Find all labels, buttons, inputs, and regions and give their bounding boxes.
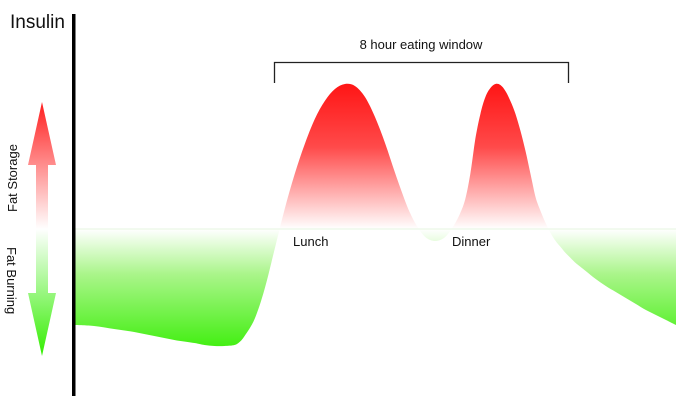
y-axis-title: Insulin (10, 12, 65, 33)
fat-burning-area (74, 229, 676, 347)
down-arrow-icon (28, 229, 56, 356)
fat-storage-area (74, 83, 676, 229)
lunch-label: Lunch (293, 234, 328, 249)
up-arrow-icon (28, 102, 56, 229)
eating-window-label: 8 hour eating window (360, 37, 483, 52)
eating-window-bracket (273, 61, 570, 83)
fat-burning-label: Fat Burning (4, 247, 19, 314)
dinner-label: Dinner (452, 234, 491, 249)
fat-storage-label: Fat Storage (5, 144, 20, 212)
double-arrow-icon (28, 102, 56, 356)
y-axis-line (72, 14, 76, 396)
